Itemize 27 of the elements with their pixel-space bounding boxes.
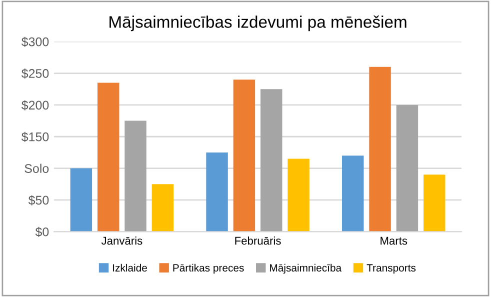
bar — [70, 168, 92, 232]
bar — [424, 174, 446, 232]
y-tick-label: Solo — [24, 164, 49, 173]
chart-title: Mājsaimniecības izdevumi pa mēnešiem — [110, 16, 406, 32]
x-tick-label: Marts — [380, 236, 408, 245]
y-tick-label: $150 — [21, 132, 49, 142]
y-tick-label: $0 — [35, 226, 49, 238]
bar — [342, 156, 364, 232]
legend-label: Mājsaimniecība — [270, 264, 342, 274]
bar — [233, 80, 256, 232]
bar — [124, 120, 146, 232]
bar — [152, 184, 174, 232]
y-tick-label: $200 — [21, 100, 49, 110]
legend-label: Izklaide — [113, 264, 147, 272]
bar — [369, 66, 391, 232]
legend-label: Transports — [366, 264, 416, 274]
x-tick-label: Februāris — [235, 236, 281, 245]
bar — [206, 152, 228, 232]
y-tick-label: $250 — [21, 68, 49, 79]
y-tick-label: $300 — [21, 36, 49, 47]
bar — [288, 158, 310, 232]
bar — [396, 104, 418, 232]
y-tick-label: $50 — [28, 195, 49, 206]
x-tick-label: Janvāris — [101, 236, 142, 245]
bar — [97, 82, 120, 232]
legend-label: Pārtikas preces — [173, 264, 244, 274]
bar — [260, 89, 282, 232]
